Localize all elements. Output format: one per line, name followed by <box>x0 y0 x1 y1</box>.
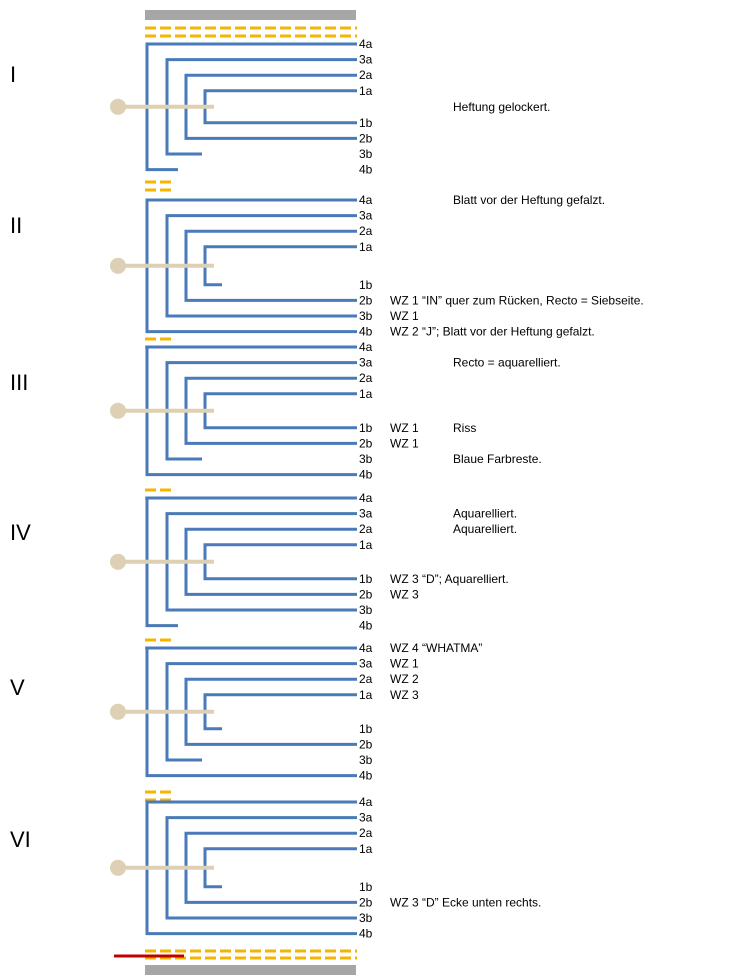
leaf-note: WZ 1 <box>390 309 419 323</box>
leaf-1a-1b <box>203 693 357 731</box>
leaf-note: WZ 4 “WHATMA” <box>390 641 482 655</box>
gathering-note: Aquarelliert. <box>453 522 517 536</box>
leaf-1a-1b <box>203 392 357 430</box>
leaf-label: 4b <box>359 163 373 177</box>
leaf-label: 3a <box>359 507 373 521</box>
leaf-note: WZ 2 “J”; Blatt vor der Heftung gefalzt. <box>390 325 595 339</box>
leaf-label: 1b <box>359 421 373 435</box>
leaf-label: 2b <box>359 587 373 601</box>
leaf-note: WZ 3 <box>390 688 419 702</box>
leaf-1a-1b <box>203 847 357 889</box>
leaf-label: 3a <box>359 53 373 67</box>
leaf-note: WZ 1 <box>390 657 419 671</box>
leaf-label: 3a <box>359 356 373 370</box>
leaf-1a-1b <box>203 89 357 125</box>
leaf-note: WZ 3 “D” Ecke unten rechts. <box>390 895 541 909</box>
leaf-label: 4a <box>359 491 373 505</box>
gathering-note: Blaue Farbreste. <box>453 452 542 466</box>
leaf-label: 3a <box>359 209 373 223</box>
leaf-label: 1a <box>359 538 373 552</box>
gathering-note: Heftung gelockert. <box>453 100 550 114</box>
sewing-knot <box>110 402 126 419</box>
leaf-label: 4b <box>359 769 373 783</box>
leaf-label: 4a <box>359 340 373 354</box>
static-layer <box>114 10 357 975</box>
gathering-numeral: V <box>10 675 25 700</box>
gathering-note: Blatt vor der Heftung gefalzt. <box>453 193 605 207</box>
leaf-label: 1b <box>359 880 373 894</box>
leaf-label: 1b <box>359 116 373 130</box>
leaf-label: 4b <box>359 619 373 633</box>
leaf-label: 3b <box>359 452 373 466</box>
leaf-label: 4a <box>359 795 373 809</box>
leaf-label: 2a <box>359 371 373 385</box>
leaf-label: 2b <box>359 737 373 751</box>
leaf-note: WZ 3 <box>390 587 419 601</box>
leaf-label: 1b <box>359 572 373 586</box>
leaf-label: 2a <box>359 522 373 536</box>
leaf-label: 1a <box>359 387 373 401</box>
leaf-label: 2b <box>359 293 373 307</box>
gathering-numeral: II <box>10 213 22 238</box>
front-board <box>145 10 356 20</box>
leaf-label: 2b <box>359 131 373 145</box>
leaf-label: 4b <box>359 927 373 941</box>
leaf-label: 1a <box>359 842 373 856</box>
leaf-label: 3b <box>359 603 373 617</box>
leaf-label: 3b <box>359 309 373 323</box>
back-board <box>145 965 356 975</box>
leaf-label: 1a <box>359 240 373 254</box>
gathering-note: Recto = aquarelliert. <box>453 356 561 370</box>
gathering-note: Riss <box>453 421 476 435</box>
leaf-note: WZ 3 “D”; Aquarelliert. <box>390 572 509 586</box>
leaf-1a-1b <box>203 543 357 581</box>
leaf-note: WZ 1 <box>390 436 419 450</box>
leaf-label: 2a <box>359 826 373 840</box>
sewing-knot <box>110 257 126 274</box>
leaf-label: 3b <box>359 147 373 161</box>
gathering-note: Aquarelliert. <box>453 507 517 521</box>
leaf-label: 1a <box>359 84 373 98</box>
sewing-knot <box>110 553 126 570</box>
leaf-label: 4a <box>359 193 373 207</box>
leaf-label: 4a <box>359 641 373 655</box>
leaf-label: 1b <box>359 278 373 292</box>
gathering-numeral: IV <box>10 520 31 545</box>
leaf-label: 4b <box>359 468 373 482</box>
sewing-knot <box>110 859 126 876</box>
leaf-label: 2a <box>359 224 373 238</box>
leaf-label: 2a <box>359 68 373 82</box>
leaf-label: 3b <box>359 911 373 925</box>
leaf-label: 2b <box>359 436 373 450</box>
leaf-1a-1b <box>203 245 357 287</box>
leaf-label: 1b <box>359 722 373 736</box>
sewing-knot <box>110 98 126 115</box>
leaf-label: 3b <box>359 753 373 767</box>
gathering-numeral: I <box>10 62 16 87</box>
gathering-numeral: III <box>10 370 28 395</box>
leaf-note: WZ 2 <box>390 672 419 686</box>
leaf-label: 1a <box>359 688 373 702</box>
leaf-note: WZ 1 <box>390 421 419 435</box>
gathering-numeral: VI <box>10 827 31 852</box>
leaf-label: 3a <box>359 811 373 825</box>
sewing-knot <box>110 703 126 720</box>
leaf-label: 4b <box>359 325 373 339</box>
leaf-note: WZ 1 “IN” quer zum Rücken, Recto = Siebs… <box>390 293 644 307</box>
leaf-label: 2b <box>359 895 373 909</box>
leaf-label: 4a <box>359 37 373 51</box>
leaf-label: 2a <box>359 672 373 686</box>
leaf-label: 3a <box>359 657 373 671</box>
